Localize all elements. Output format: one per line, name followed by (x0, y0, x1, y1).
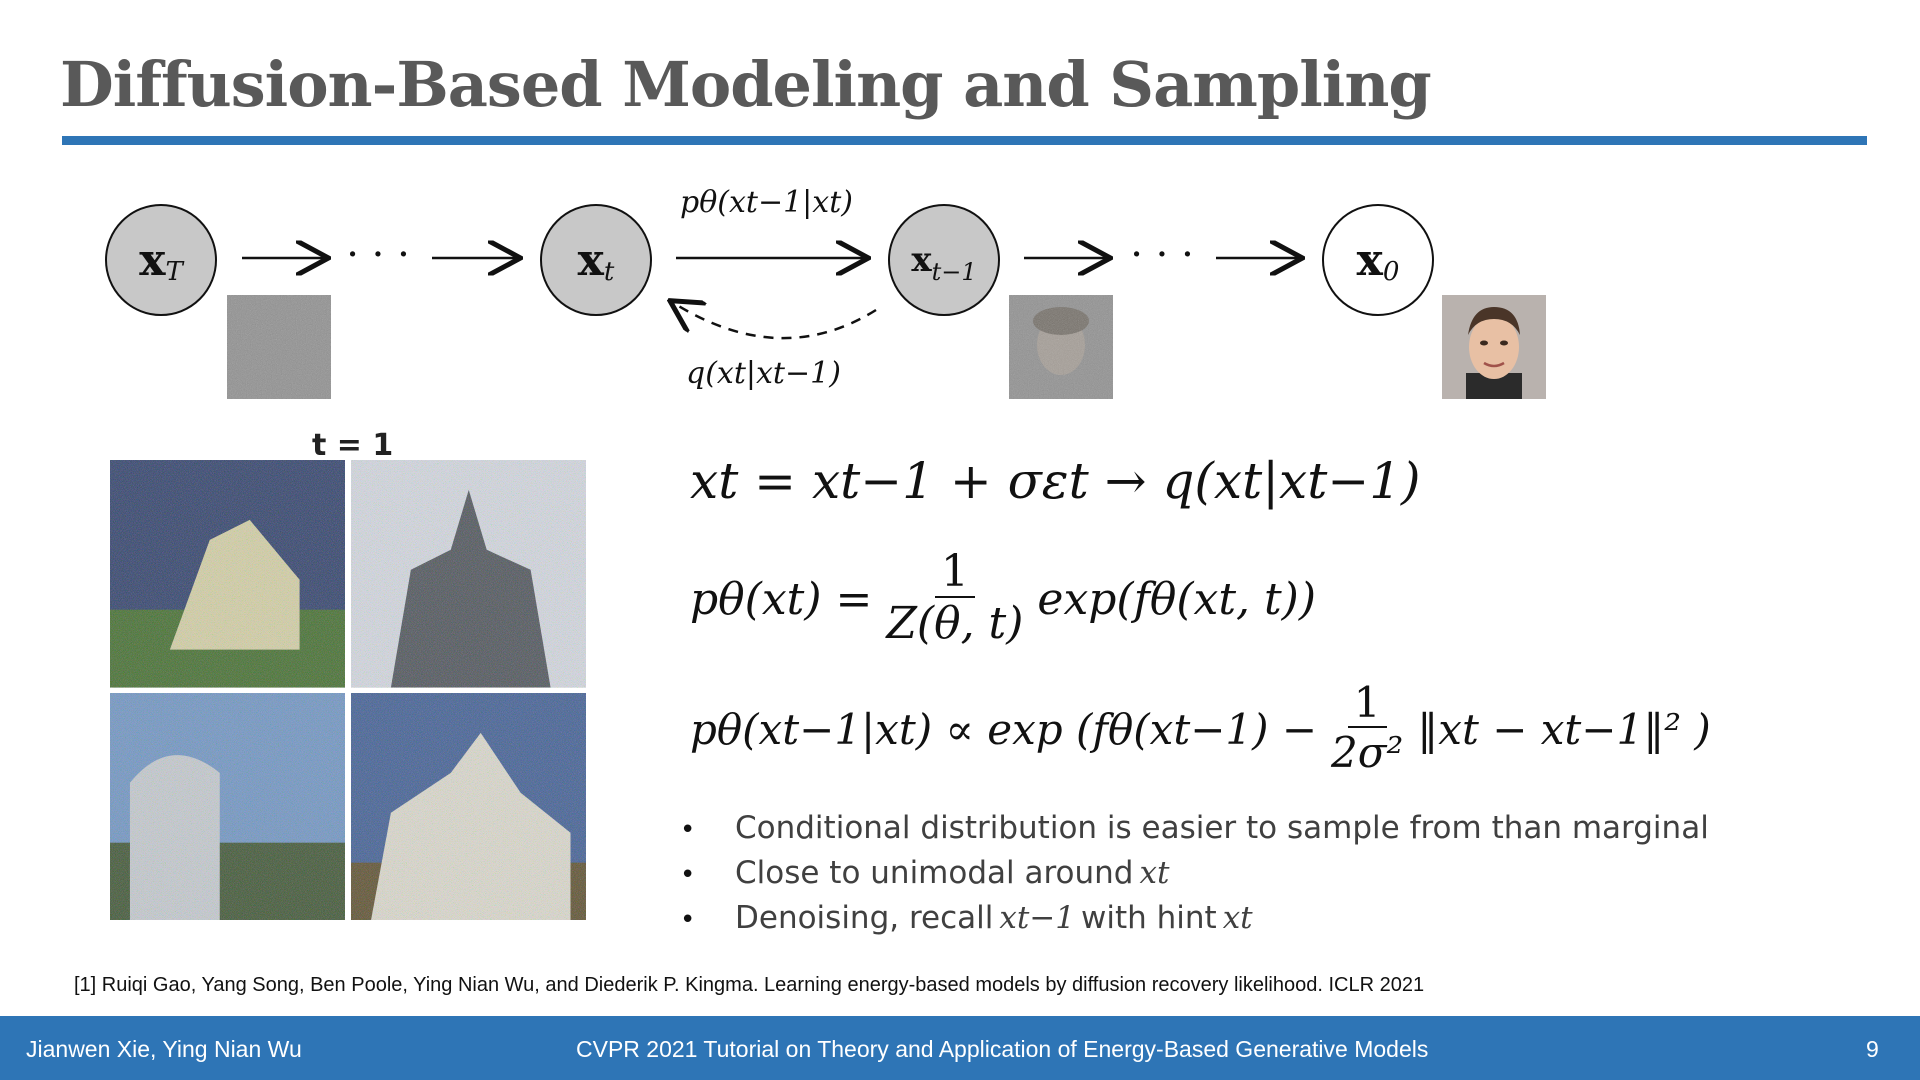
bullet-math: xt−1 (999, 900, 1076, 936)
noisy-sample-church-3 (110, 692, 346, 921)
partially-denoised-face-thumbnail (1009, 295, 1113, 399)
eq2-numerator: 1 (934, 547, 975, 599)
bullet-dot: • (680, 815, 696, 845)
reference-citation: [1] Ruiqi Gao, Yang Song, Ben Poole, Yin… (74, 974, 1425, 996)
slide-title: Diffusion-Based Modeling and Sampling (60, 48, 1432, 121)
eq3-lhs: pθ(xt−1|xt) ∝ exp (fθ(xt−1) − (690, 704, 1318, 754)
bullet-dot: • (680, 905, 696, 935)
bullet-item: • Conditional distribution is easier to … (680, 810, 1709, 855)
equation-forward-step: xt = xt−1 + σεt → q(xt|xt−1) (690, 452, 1421, 510)
equation-marginal-density: pθ(xt) = 1 Z(θ, t) exp(fθ(xt, t)) (690, 547, 1317, 651)
timestep-label: t = 1 (312, 428, 394, 463)
noisy-sample-church-4 (350, 692, 586, 921)
bullet-item: • Denoising, recall xt−1 with hint xt (680, 900, 1709, 945)
ellipsis-2: · · · (1130, 232, 1194, 278)
clean-face-thumbnail (1442, 295, 1546, 399)
bullet-text: Conditional distribution is easier to sa… (735, 810, 1709, 846)
chain-arrows: · · · · · · (242, 232, 1920, 340)
page-number: 9 (1866, 1036, 1879, 1062)
bullet-math-2: xt (1222, 900, 1253, 936)
bullet-text: Close to unimodal around (735, 855, 1134, 891)
footer-event: CVPR 2021 Tutorial on Theory and Applica… (576, 1036, 1429, 1062)
bullet-dot: • (680, 860, 696, 890)
noisy-samples-grid (110, 460, 586, 921)
title-underline (62, 136, 1867, 145)
bullet-list: • Conditional distribution is easier to … (680, 810, 1709, 945)
eq3-fraction: 1 2σ² (1325, 679, 1409, 779)
eq2-rhs: exp(fθ(xt, t)) (1037, 574, 1317, 626)
ellipsis-1: · · · (346, 232, 410, 278)
forward-process-label: q(xt|xt−1) (686, 356, 841, 391)
node-x-t-minus-1: x t−1 (888, 204, 1000, 316)
noisy-sample-church-1 (110, 460, 346, 688)
bullet-text-tail: with hint (1081, 900, 1217, 936)
eq2-denominator: Z(θ, t) (886, 598, 1024, 650)
slide-footer: Jianwen Xie, Ying Nian Wu CVPR 2021 Tuto… (0, 1016, 1920, 1080)
eq3-denominator: 2σ² (1331, 728, 1404, 778)
eq2-lhs: pθ(xt) = (690, 574, 873, 626)
eq3-numerator: 1 (1347, 679, 1387, 729)
noise-thumbnail (227, 295, 331, 399)
footer-authors: Jianwen Xie, Ying Nian Wu (26, 1036, 302, 1062)
noisy-sample-church-2 (350, 460, 586, 688)
bullet-text: Denoising, recall (735, 900, 994, 936)
eq3-rhs: ‖xt − xt−1‖² ) (1417, 704, 1711, 754)
arrow-forward-dashed (672, 302, 877, 340)
bullet-math: xt (1139, 855, 1170, 891)
equation-conditional-density: pθ(xt−1|xt) ∝ exp (fθ(xt−1) − 1 2σ² ‖xt … (690, 679, 1711, 779)
eq2-fraction: 1 Z(θ, t) (880, 547, 1029, 651)
bullet-item: • Close to unimodal around xt (680, 855, 1709, 900)
reverse-process-label: pθ(xt−1|xt) (680, 185, 853, 220)
